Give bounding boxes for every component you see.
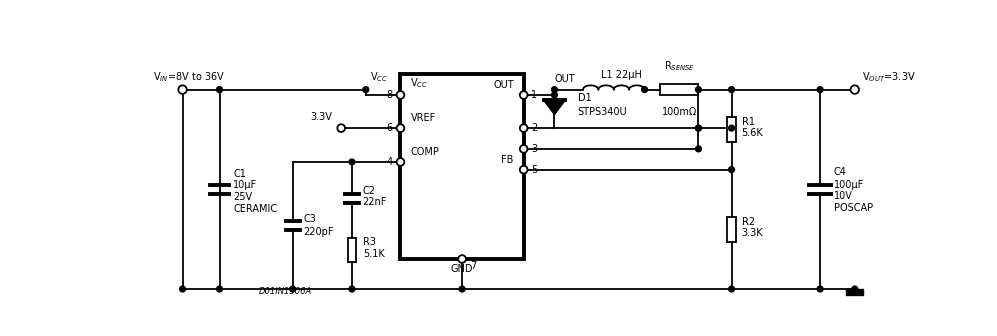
Text: STPS340U: STPS340U — [577, 107, 627, 117]
Circle shape — [519, 124, 527, 132]
Text: 100mΩ: 100mΩ — [662, 107, 697, 117]
Bar — [660, 84, 699, 95]
Bar — [846, 289, 863, 295]
Circle shape — [363, 87, 369, 92]
Text: 25V: 25V — [233, 192, 252, 202]
Text: 10V: 10V — [833, 191, 852, 201]
Text: 3: 3 — [531, 144, 537, 154]
Text: POSCAP: POSCAP — [833, 203, 873, 213]
Circle shape — [850, 85, 859, 94]
Text: OUT: OUT — [554, 74, 575, 84]
Text: 5.1K: 5.1K — [363, 249, 385, 259]
Text: 3.3V: 3.3V — [310, 112, 332, 122]
Circle shape — [290, 286, 295, 292]
Text: C3: C3 — [303, 214, 316, 224]
Text: C1: C1 — [233, 169, 246, 179]
Text: R3: R3 — [363, 238, 376, 247]
Text: C4: C4 — [833, 167, 846, 177]
Text: CERAMIC: CERAMIC — [233, 204, 277, 214]
Bar — [727, 117, 736, 142]
Bar — [401, 74, 523, 259]
Text: R1: R1 — [742, 117, 755, 127]
Circle shape — [179, 286, 185, 292]
Circle shape — [397, 124, 405, 132]
Circle shape — [349, 286, 355, 292]
Text: C2: C2 — [363, 186, 376, 196]
Text: 7: 7 — [470, 260, 476, 270]
Text: D01IN1306A: D01IN1306A — [258, 287, 312, 296]
Circle shape — [397, 158, 405, 166]
Text: VREF: VREF — [411, 114, 436, 123]
Text: GND: GND — [451, 264, 474, 274]
Circle shape — [696, 146, 701, 152]
Circle shape — [337, 124, 345, 132]
Text: R$_{SENSE}$: R$_{SENSE}$ — [664, 59, 695, 73]
Circle shape — [551, 92, 557, 98]
Circle shape — [729, 167, 735, 173]
Circle shape — [729, 87, 735, 92]
Bar — [727, 217, 736, 242]
Circle shape — [178, 85, 186, 94]
Circle shape — [818, 286, 824, 292]
Text: 3.3K: 3.3K — [742, 228, 763, 238]
Bar — [348, 238, 356, 262]
Text: V$_{OUT}$=3.3V: V$_{OUT}$=3.3V — [862, 71, 916, 84]
Circle shape — [696, 125, 701, 131]
Circle shape — [460, 286, 465, 292]
Polygon shape — [544, 100, 565, 114]
Circle shape — [696, 87, 701, 92]
Text: V$_{IN}$=8V to 36V: V$_{IN}$=8V to 36V — [154, 71, 225, 84]
Circle shape — [696, 125, 701, 131]
Circle shape — [729, 286, 735, 292]
Circle shape — [216, 87, 222, 92]
Text: 220pF: 220pF — [303, 227, 334, 237]
Text: 6: 6 — [387, 123, 393, 133]
Text: L1 22μH: L1 22μH — [601, 70, 642, 80]
Text: V$_{CC}$: V$_{CC}$ — [411, 77, 429, 90]
Circle shape — [459, 255, 466, 263]
Text: 10μF: 10μF — [233, 180, 257, 191]
Circle shape — [216, 286, 222, 292]
Text: 5: 5 — [531, 165, 537, 175]
Text: 5.6K: 5.6K — [742, 128, 764, 138]
Circle shape — [551, 87, 557, 92]
Circle shape — [729, 125, 735, 131]
Circle shape — [519, 145, 527, 153]
Circle shape — [851, 286, 857, 292]
Circle shape — [349, 159, 355, 165]
Text: FB: FB — [501, 155, 513, 165]
Circle shape — [818, 87, 824, 92]
Circle shape — [397, 91, 405, 99]
Text: COMP: COMP — [411, 148, 440, 157]
Text: 22nF: 22nF — [363, 198, 387, 207]
Text: 8: 8 — [387, 90, 393, 100]
Text: D1: D1 — [577, 93, 591, 103]
Circle shape — [642, 87, 647, 92]
Text: V$_{CC}$: V$_{CC}$ — [370, 71, 388, 84]
Text: 2: 2 — [531, 123, 537, 133]
Text: 100μF: 100μF — [833, 180, 864, 190]
Circle shape — [519, 166, 527, 173]
Text: R2: R2 — [742, 217, 755, 227]
Circle shape — [519, 91, 527, 99]
Text: OUT: OUT — [494, 80, 513, 90]
Text: 1: 1 — [531, 90, 537, 100]
Text: 4: 4 — [387, 157, 393, 167]
